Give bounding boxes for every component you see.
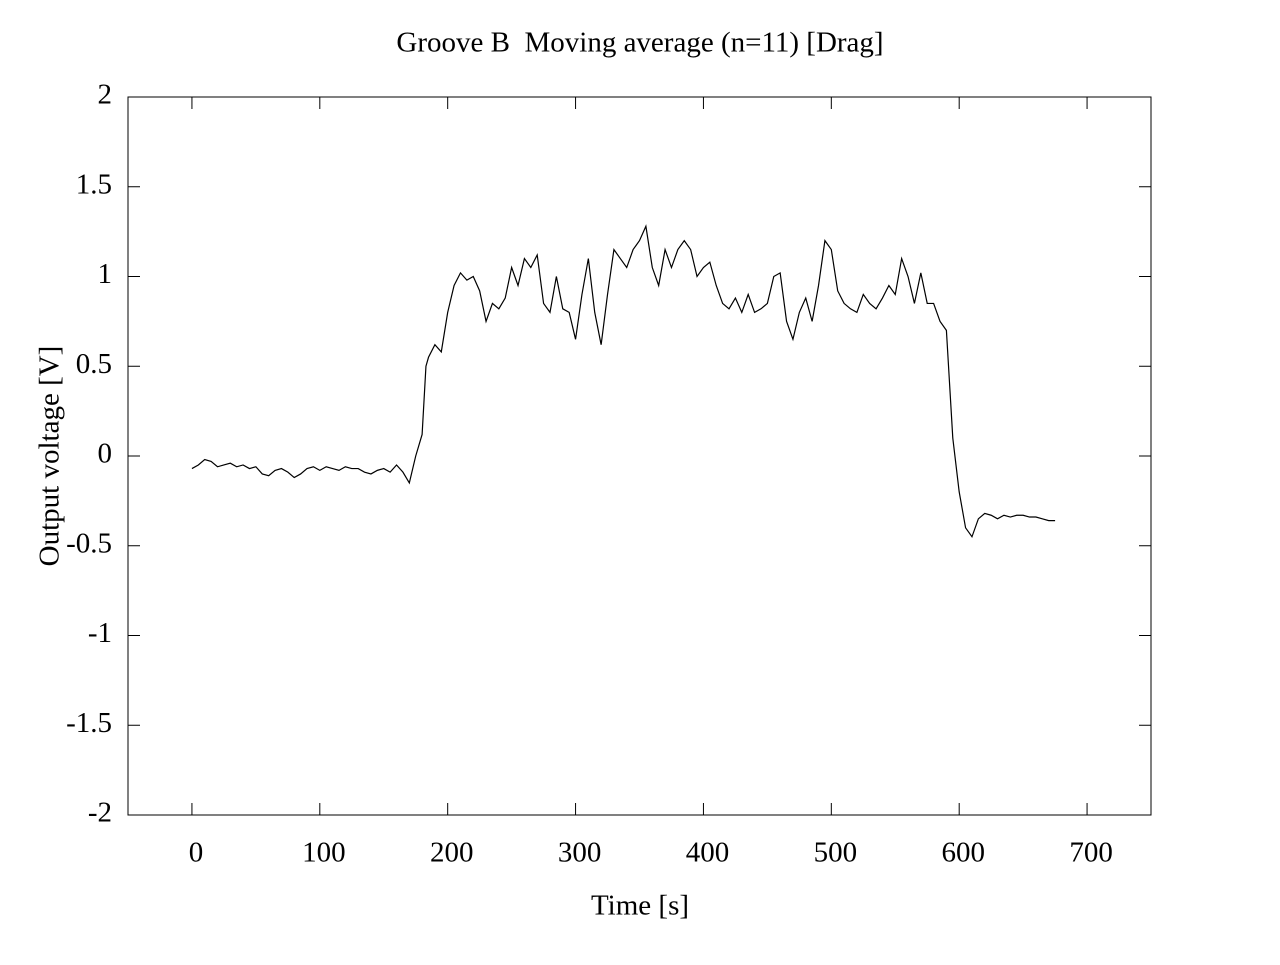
x-tick-label: 200: [430, 837, 474, 869]
x-tick-label: 600: [941, 837, 985, 869]
x-tick-label: 300: [558, 837, 602, 869]
x-tick-label: 100: [302, 837, 346, 869]
y-tick-label: 0: [98, 438, 113, 470]
x-tick-label: 500: [814, 837, 858, 869]
chart-title: Groove B Moving average (n=11) [Drag]: [396, 27, 883, 59]
y-tick-label: -1: [88, 617, 112, 649]
x-tick-label: 400: [686, 837, 730, 869]
y-tick-label: 0.5: [76, 348, 112, 380]
x-tick-label: 0: [189, 837, 204, 869]
y-tick-label: 2: [98, 79, 113, 111]
y-tick-label: -1.5: [66, 707, 112, 739]
y-tick-label: -2: [88, 797, 112, 829]
y-tick-label: 1: [98, 258, 113, 290]
y-tick-label: 1.5: [76, 168, 112, 200]
data-line: [191, 224, 1056, 539]
y-tick-label: -0.5: [66, 527, 112, 559]
x-tick-label: 700: [1069, 837, 1113, 869]
y-axis-label: Output voltage [V]: [34, 346, 66, 567]
x-axis-label: Time [s]: [591, 890, 689, 922]
